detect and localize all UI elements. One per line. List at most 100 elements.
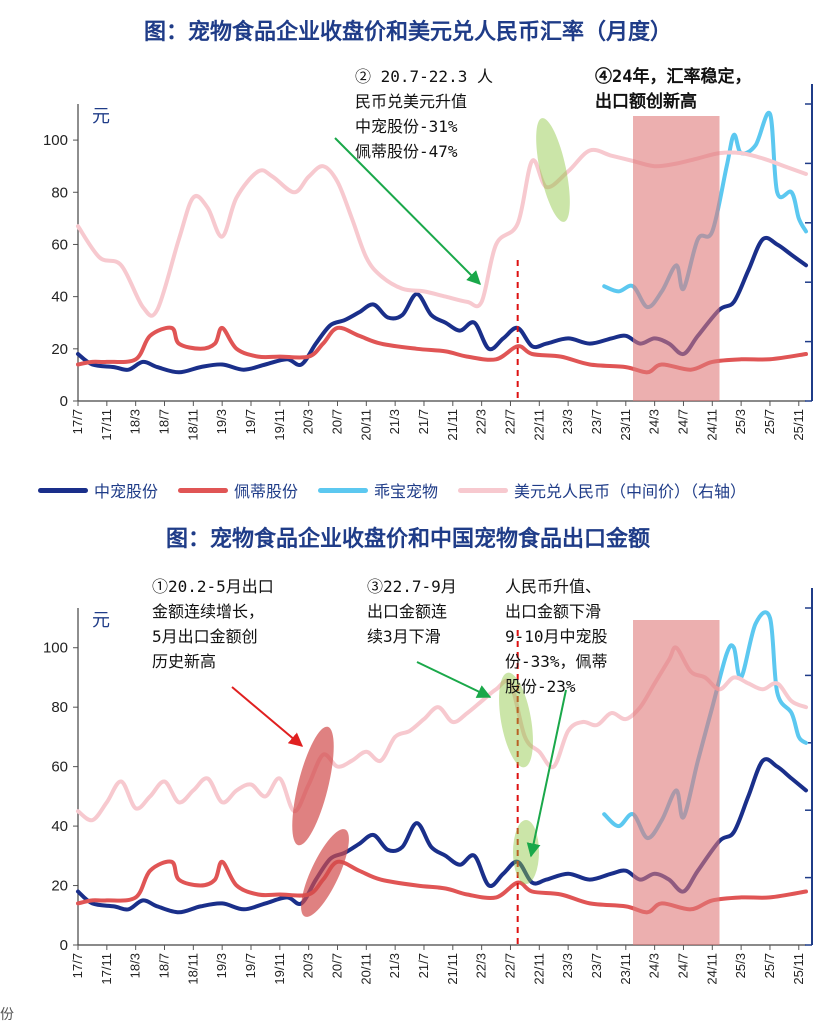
x-tick-label: 20/7	[329, 409, 344, 434]
x-tick-label: 19/7	[243, 409, 258, 434]
x-tick-label: 24/11	[704, 409, 719, 441]
y-tick-label: 40	[51, 818, 68, 835]
highlight-ellipse	[499, 672, 533, 768]
x-tick-label: 17/11	[99, 409, 114, 441]
x-tick-label: 22/7	[502, 953, 517, 978]
annotation-arrow	[334, 137, 481, 285]
legend-swatch	[318, 487, 369, 493]
annotation-text-line: 出口金额下滑	[505, 602, 601, 621]
annotation-text-line: 佩蒂股份-47%	[355, 142, 458, 161]
edge-text: 份	[0, 1007, 14, 1023]
legend-item: 美元兑人民币（中间价）（右轴）	[458, 478, 746, 502]
x-tick-label: 24/7	[675, 953, 690, 978]
y-tick-label: 40	[51, 289, 68, 306]
x-tick-label: 23/11	[618, 953, 633, 985]
x-tick-label: 17/7	[70, 953, 85, 978]
x-tick-label: 20/11	[358, 409, 373, 441]
x-tick-label: 25/11	[791, 409, 806, 441]
legend-item: 乖宝宠物	[318, 478, 438, 502]
chart-title-2: 图：宠物食品企业收盘价和中国宠物食品出口金额	[165, 527, 650, 552]
highlight-ellipse	[292, 726, 334, 846]
x-tick-label: 19/11	[272, 409, 287, 441]
chart-title-1: 图：宠物食品企业收盘价和美元兑人民币汇率（月度）	[143, 20, 672, 45]
annotation-text-line: 出口金额连	[367, 602, 447, 621]
highlight-ellipse	[536, 118, 570, 222]
annotation-text-line: ③22.7-9月	[367, 577, 457, 596]
x-tick-label: 21/3	[387, 409, 402, 434]
x-tick-label: 19/11	[272, 953, 287, 985]
legend-item: 中宠股份	[38, 478, 158, 502]
y-tick-label: 60	[51, 236, 68, 253]
y-tick-label: 0	[60, 393, 68, 410]
y-unit-label: 元	[92, 106, 110, 127]
x-tick-label: 21/7	[416, 409, 431, 434]
x-tick-label: 22/11	[531, 953, 546, 985]
x-tick-label: 25/7	[762, 953, 777, 978]
x-tick-label: 18/3	[128, 953, 143, 978]
annotation-text-line: 股份-23%	[505, 677, 576, 696]
x-tick-label: 17/11	[99, 953, 114, 985]
x-tick-label: 24/7	[675, 409, 690, 434]
legend-item: 佩蒂股份	[178, 478, 298, 502]
annotation-text-line: 出口额创新高	[595, 91, 697, 112]
chart-legend: 中宠股份 佩蒂股份 乖宝宠物 美元兑人民币（中间价）（右轴）	[38, 476, 816, 504]
shaded-period	[633, 620, 720, 945]
highlight-ellipse	[513, 820, 539, 884]
x-tick-label: 25/3	[733, 409, 748, 434]
legend-label: 佩蒂股份	[234, 482, 299, 501]
x-tick-label: 23/7	[589, 409, 604, 434]
x-tick-label: 22/7	[502, 409, 517, 434]
x-tick-label: 21/11	[445, 953, 460, 985]
x-tick-label: 22/3	[474, 953, 489, 978]
y-tick-label: 80	[51, 184, 68, 201]
x-tick-label: 19/3	[214, 953, 229, 978]
y-tick-label: 80	[51, 699, 68, 716]
annotation-text-line: 续3月下滑	[367, 627, 441, 646]
chart-1-plot: 0 20 40 60 80 100 元 17/7 17/11 18/3 18/7 18/11 19/3 1…	[43, 66, 813, 441]
legend-label: 美元兑人民币（中间价）（右轴）	[514, 482, 747, 501]
annotation-text-line: 金额连续增长，	[152, 602, 264, 621]
annotation-arrow	[416, 661, 492, 698]
x-tick-label: 21/3	[387, 953, 402, 978]
y-tick-label: 20	[51, 878, 68, 895]
annotation-text-line: ①20.2-5月出口	[152, 577, 274, 596]
annotation-text-line: ④24年，汇率稳定，	[595, 66, 751, 87]
x-tick-label: 24/3	[647, 953, 662, 978]
y-unit-label: 元	[92, 610, 110, 631]
shaded-period	[633, 116, 720, 401]
x-tick-label: 25/3	[733, 953, 748, 978]
x-tick-label: 18/11	[185, 409, 200, 441]
highlight-ellipse	[301, 829, 349, 917]
annotation-arrow	[526, 689, 567, 858]
chart-2-plot: 0 20 40 60 80 100 元 17/7 17/11 18/3 18/7 18/11 19/3 1…	[43, 577, 813, 985]
legend-swatch	[38, 487, 88, 493]
annotation-text-line: 人民币升值、	[505, 577, 601, 596]
x-tick-label: 21/7	[416, 953, 431, 978]
x-tick-label: 19/7	[243, 953, 258, 978]
x-tick-label: 23/3	[560, 409, 575, 434]
legend-swatch	[458, 487, 509, 493]
x-tick-label: 20/7	[329, 953, 344, 978]
x-tick-label: 23/3	[560, 953, 575, 978]
x-tick-label: 22/11	[531, 409, 546, 441]
annotation-text-line: 5月出口金额创	[152, 627, 258, 646]
annotation-text-line: 民币兑美元升值	[355, 92, 467, 111]
x-tick-label: 17/7	[70, 409, 85, 434]
x-tick-label: 20/3	[301, 409, 316, 434]
annotation-text-line: ② 20.7-22.3 人	[355, 67, 493, 86]
x-tick-label: 25/7	[762, 409, 777, 434]
y-tick-label: 0	[60, 937, 68, 954]
annotation-text-line: 份-33%，佩蒂	[505, 652, 608, 671]
annotation-arrow	[231, 686, 304, 747]
x-tick-label: 24/3	[647, 409, 662, 434]
y-tick-label: 20	[51, 341, 68, 358]
legend-label: 乖宝宠物	[374, 482, 439, 501]
legend-swatch	[178, 487, 229, 493]
annotation-text-line: 9-10月中宠股	[505, 627, 608, 646]
x-tick-label: 21/11	[445, 409, 460, 441]
annotation-text-line: 历史新高	[152, 652, 216, 671]
y-tick-label: 60	[51, 759, 68, 776]
x-tick-label: 18/11	[185, 953, 200, 985]
x-tick-label: 18/7	[156, 409, 171, 434]
legend-label: 中宠股份	[94, 482, 159, 501]
